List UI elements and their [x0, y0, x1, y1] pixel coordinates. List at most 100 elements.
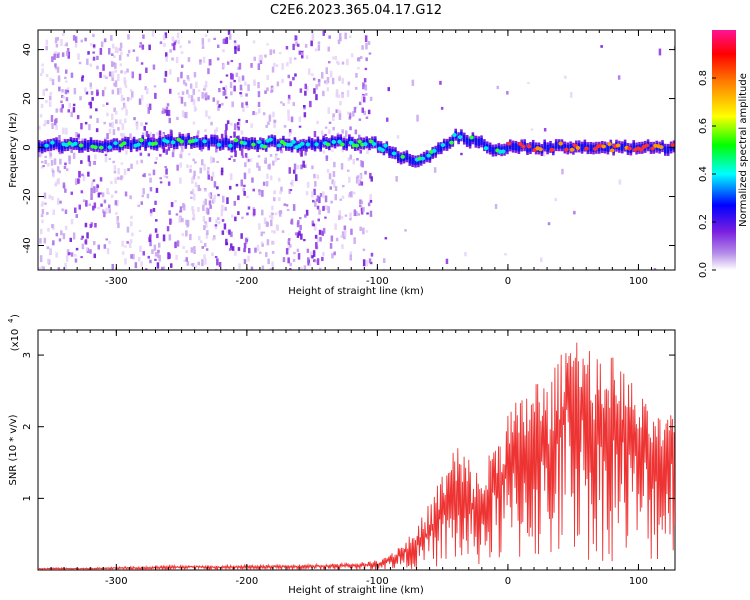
spectrogram-cell — [313, 188, 316, 196]
spectrogram-cell — [163, 175, 167, 178]
spectrogram-cell — [172, 43, 176, 51]
spectrogram-cell — [87, 155, 91, 162]
ridge-peak — [638, 147, 644, 152]
spectrogram-cell — [230, 91, 233, 96]
spectrogram-cell — [252, 40, 256, 44]
spectrogram-cell — [175, 254, 178, 260]
spectrogram-cell — [179, 45, 182, 49]
spectrogram-cell — [111, 121, 114, 129]
spectrogram-cell — [360, 200, 364, 205]
spectrogram-cell — [263, 217, 267, 225]
spectrogram-cell — [120, 94, 124, 102]
spectrogram-cell — [167, 181, 171, 186]
spectrogram-cell — [288, 129, 292, 134]
spectrogram-cell — [349, 126, 352, 131]
spectrogram-cell — [445, 258, 449, 264]
spectrogram-cell — [316, 174, 320, 180]
spectrogram-cell — [74, 43, 78, 48]
spectrogram-cell — [253, 209, 256, 216]
spectrogram-cell — [340, 163, 344, 170]
spectrogram-cell — [237, 44, 240, 48]
spectrogram-cell — [58, 108, 62, 112]
y-tick-label: 2 — [22, 424, 33, 430]
spectrogram-cell — [229, 34, 232, 40]
spectrogram-cells — [38, 30, 675, 270]
spectrogram-cell — [295, 41, 298, 46]
spectrogram-cell — [278, 177, 281, 182]
spectrogram-cell — [85, 200, 88, 207]
spectrogram-cell — [116, 219, 119, 225]
spectrogram-cell — [49, 92, 52, 95]
spectrogram-cell — [369, 200, 373, 203]
spectrogram-cell — [200, 145, 203, 152]
spectrogram-cell — [310, 40, 313, 47]
spectrogram-cell — [65, 97, 69, 102]
spectrogram-xlabel: Height of straight line (km) — [288, 286, 424, 297]
spectrogram-cell — [63, 44, 67, 47]
spectrogram-cell — [145, 67, 148, 73]
spectrogram-cell — [337, 109, 340, 113]
spectrogram-cell — [149, 212, 153, 217]
spectrogram-cell — [40, 228, 43, 235]
spectrogram-cell — [270, 90, 273, 94]
spectrogram-cell — [116, 216, 119, 223]
spectrogram-cell — [65, 256, 69, 262]
spectrogram-cell — [103, 38, 107, 43]
spectrogram-cell — [177, 92, 180, 96]
spectrogram-cell — [340, 216, 344, 220]
spectrogram-cell — [167, 109, 171, 117]
ridge-cell — [127, 139, 130, 147]
spectrogram-cell — [61, 89, 64, 93]
ridge-cell — [621, 143, 624, 151]
spectrogram-cell — [387, 87, 390, 92]
spectrogram-cell — [316, 120, 319, 125]
spectrogram-cell — [314, 200, 317, 207]
ridge-cell — [322, 138, 325, 146]
spectrogram-cell — [185, 219, 188, 226]
spectrogram-cell — [181, 233, 185, 237]
spectrogram-cell — [339, 32, 342, 40]
ridge-cell — [589, 144, 592, 152]
spectrogram-cell — [367, 202, 371, 207]
spectrogram-cell — [206, 170, 210, 175]
spectrogram-cell — [240, 149, 244, 156]
spectrogram-cell — [326, 77, 330, 84]
spectrogram-cell — [80, 39, 83, 43]
spectrogram-cell — [40, 103, 44, 109]
x-tick-label: -100 — [366, 576, 389, 587]
spectrogram-cell — [213, 235, 216, 240]
spectrogram-cell — [554, 198, 557, 201]
spectrogram-cell — [416, 114, 419, 122]
spectrogram-cell — [154, 252, 158, 257]
spectrogram-cell — [168, 210, 171, 215]
spectrogram-cell — [58, 86, 61, 92]
spectrogram-cell — [266, 43, 269, 46]
spectrogram-cell — [281, 78, 284, 83]
spectrogram-cell — [543, 128, 547, 132]
spectrogram-cell — [126, 68, 129, 73]
spectrogram-cell — [208, 115, 211, 120]
x-tick-label: 0 — [505, 276, 511, 287]
spectrogram-cell — [341, 195, 345, 199]
spectrogram-cell — [359, 199, 362, 204]
ridge-peak — [526, 144, 532, 149]
ridge-cell — [262, 140, 265, 148]
spectrogram-cell — [192, 209, 195, 215]
spectrogram-cell — [364, 84, 368, 91]
spectrogram-cell — [334, 55, 338, 61]
spectrogram-cell — [148, 44, 151, 51]
colorbar-tick-label: 0.2 — [698, 214, 709, 230]
spectrogram-cell — [231, 214, 234, 218]
spectrogram-cell — [91, 180, 94, 184]
spectrogram-cell — [218, 104, 221, 108]
spectrogram-cell — [202, 200, 206, 205]
spectrogram-cell — [90, 193, 93, 200]
spectrogram-cell — [344, 214, 348, 217]
spectrogram-cell — [304, 214, 307, 218]
spectrogram-cell — [64, 209, 68, 214]
spectrogram-cell — [258, 54, 262, 62]
spectrogram-cell — [39, 238, 42, 244]
ridge-peak — [670, 142, 675, 147]
spectrogram-cell — [39, 114, 43, 118]
spectrogram-cell — [270, 175, 273, 181]
